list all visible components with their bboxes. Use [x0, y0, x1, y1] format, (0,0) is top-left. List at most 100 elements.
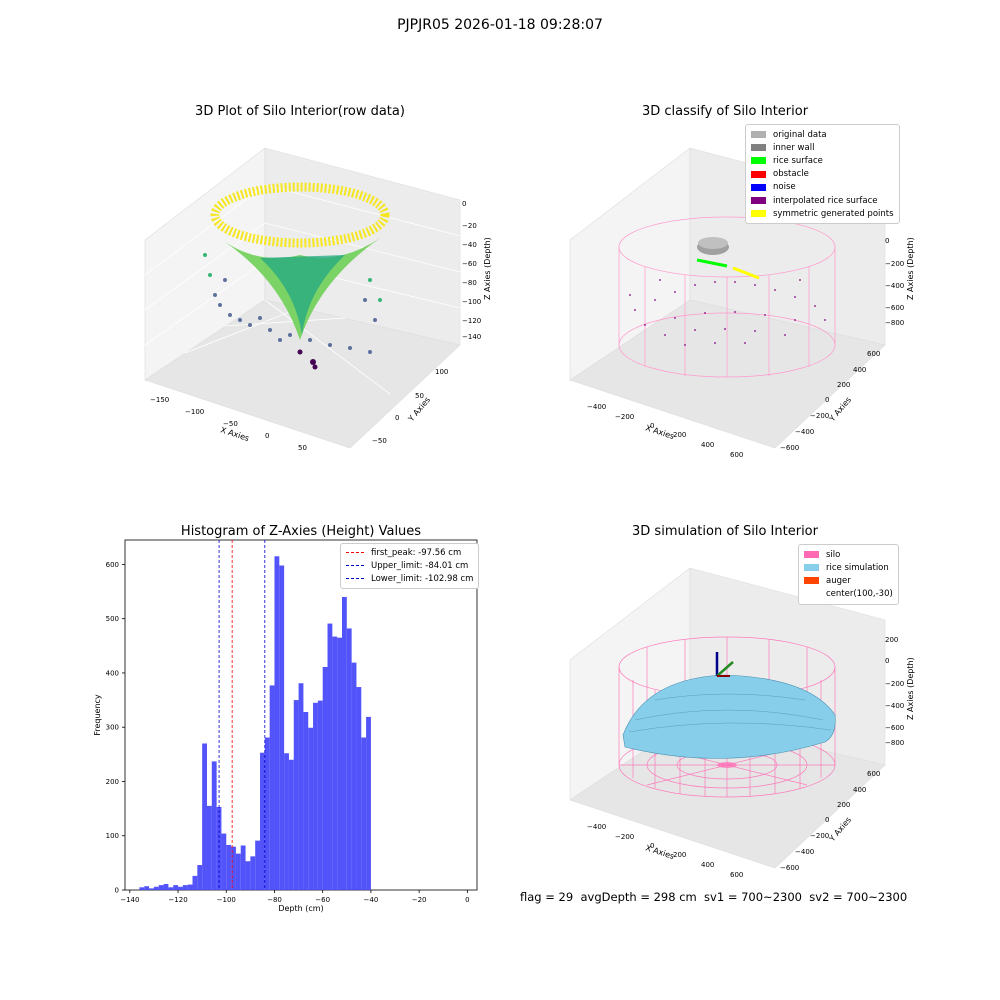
svg-text:400: 400	[701, 861, 714, 869]
histogram-bar	[245, 861, 251, 890]
simulation-y-label: Y Axies	[827, 815, 853, 844]
histogram-bar	[192, 875, 198, 890]
legend-obstacle: obstacle	[751, 168, 894, 181]
histogram-bar	[178, 886, 183, 890]
legend-center: center(100,-30)	[826, 589, 893, 600]
svg-text:0: 0	[650, 842, 654, 850]
svg-text:200: 200	[673, 851, 686, 859]
histogram-bar	[235, 853, 241, 890]
svg-text:200: 200	[885, 636, 898, 644]
histogram-y-label: Frequency	[93, 694, 102, 736]
classify-symmetric-points	[732, 266, 760, 280]
svg-text:600: 600	[730, 871, 743, 879]
classify-rice-surface	[696, 258, 728, 268]
histogram-bar	[202, 743, 207, 890]
simulation-z-label: Z Axies (Depth)	[906, 657, 915, 720]
histogram-bar	[351, 662, 357, 890]
svg-text:−150: −150	[150, 396, 169, 404]
legend-upper-limit: Upper_limit: -84.01 cm	[346, 559, 473, 572]
svg-text:−40: −40	[462, 241, 477, 249]
raw-z-ticks: 0 −20 −40 −60 −80 −100 −120 −140	[462, 200, 481, 341]
histogram-bar	[264, 737, 270, 890]
svg-text:−200: −200	[615, 413, 634, 421]
histogram-y-tick-label: 100	[106, 832, 119, 840]
legend-silo: silo	[804, 548, 893, 561]
svg-text:−50: −50	[372, 437, 387, 445]
classify-legend: original data inner wall rice surface ob…	[745, 124, 900, 225]
legend-noise: noise	[751, 181, 894, 194]
svg-text:600: 600	[867, 350, 880, 358]
classify-interpolated-surface	[629, 279, 826, 346]
simulation-rice-mesh	[628, 693, 832, 733]
histogram-x-tick-label: −120	[168, 896, 187, 904]
simulation-silo-floor-center	[717, 762, 737, 768]
legend-symmetric-points: symmetric generated points	[751, 207, 894, 220]
histogram-y-tick-label: 0	[115, 887, 119, 895]
histogram-bar	[303, 712, 309, 890]
raw-funnel-core	[260, 255, 345, 335]
histogram-bar	[322, 666, 328, 890]
histogram-bar	[182, 885, 188, 890]
svg-text:0: 0	[825, 816, 829, 824]
svg-text:−20: −20	[462, 222, 477, 230]
classify-x-label: X Axies	[644, 423, 675, 441]
svg-text:−50: −50	[223, 420, 238, 428]
svg-text:0: 0	[885, 237, 889, 245]
histogram-bar	[274, 556, 280, 890]
svg-text:−400: −400	[795, 848, 814, 856]
histogram-x-label: Depth (cm)	[278, 904, 323, 913]
legend-rice-simulation: rice simulation	[804, 561, 893, 574]
simulation-rice-surface	[622, 674, 836, 759]
histogram-bar	[144, 886, 150, 890]
histogram-x-tick-label: −60	[315, 896, 330, 904]
raw-grid	[144, 184, 461, 395]
histogram-x-tick-label: −80	[267, 896, 282, 904]
histogram-bar	[187, 884, 193, 890]
legend-lower-limit: Lower_limit: -102.98 cm	[346, 572, 473, 585]
svg-text:400: 400	[853, 366, 866, 374]
svg-text:200: 200	[837, 381, 850, 389]
histogram-bar	[173, 885, 179, 890]
histogram-bar	[158, 885, 164, 890]
svg-text:−400: −400	[795, 428, 814, 436]
raw-point-cloud	[203, 182, 390, 370]
histogram-bar	[341, 596, 347, 890]
histogram-chart: −140 −120 −100 −80 −60 −40 −20 0 0 100 200 300 400 5…	[93, 539, 478, 913]
svg-text:50: 50	[298, 444, 307, 452]
svg-text:−80: −80	[462, 279, 477, 287]
svg-text:−800: −800	[885, 319, 904, 327]
histogram-bar	[197, 865, 203, 890]
histogram-y-tick-label: 300	[106, 724, 119, 732]
histogram-bar	[139, 887, 145, 890]
histogram-bar	[288, 759, 294, 890]
svg-text:−100: −100	[462, 298, 481, 306]
svg-text:−600: −600	[780, 444, 799, 452]
legend-interpolated-surface: interpolated rice surface	[751, 194, 894, 207]
svg-text:200: 200	[837, 801, 850, 809]
svg-text:200: 200	[673, 431, 686, 439]
raw-y-ticks: −50 0 50 100	[372, 368, 448, 445]
histogram-bar	[221, 833, 227, 890]
raw-z-label: Z Axies (Depth)	[483, 237, 492, 300]
histogram-x-tick-label: −100	[217, 896, 236, 904]
histogram-bar	[163, 884, 169, 890]
histogram-bar	[240, 845, 246, 890]
histogram-x-tick-label: 0	[465, 896, 469, 904]
histogram-bar	[308, 727, 314, 890]
svg-text:0: 0	[265, 432, 269, 440]
raw-funnel-top	[210, 182, 390, 248]
classify-z-label: Z Axies (Depth)	[906, 237, 915, 300]
histogram-bar	[366, 716, 371, 890]
histogram-x-tick-label: −140	[120, 896, 139, 904]
svg-text:−400: −400	[885, 282, 904, 290]
classify-original-data	[698, 237, 728, 249]
histogram-bar	[153, 886, 159, 890]
svg-text:−600: −600	[780, 864, 799, 872]
histogram-bar	[269, 685, 275, 890]
svg-text:−600: −600	[885, 724, 904, 732]
histogram-bar	[168, 887, 174, 890]
histogram-bar	[211, 761, 217, 890]
